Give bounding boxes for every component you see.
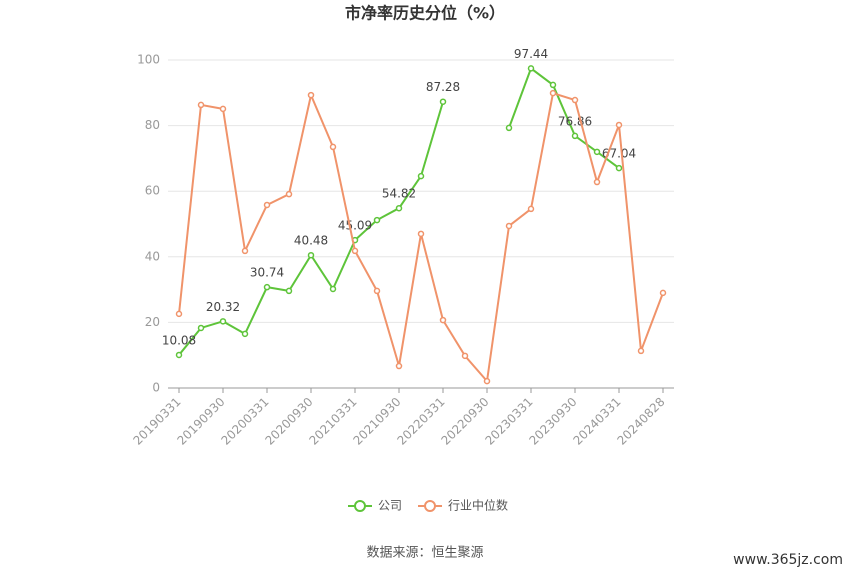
series-line — [178, 91, 664, 384]
legend-label: 行业中位数 — [448, 498, 508, 513]
data-label: 87.28 — [426, 80, 460, 94]
point — [197, 324, 205, 332]
point — [615, 164, 623, 172]
point — [219, 105, 227, 113]
x-tick-label: 20240828 — [615, 395, 668, 448]
point — [219, 318, 227, 325]
point — [461, 352, 469, 360]
point — [285, 287, 293, 295]
data-label: 76.86 — [558, 114, 592, 128]
y-tick-label: 40 — [145, 249, 160, 263]
data-label: 10.08 — [162, 333, 196, 347]
point — [527, 205, 535, 213]
point — [175, 351, 183, 359]
point — [241, 330, 249, 338]
point — [571, 96, 579, 104]
legend-marker — [354, 500, 366, 512]
point — [505, 124, 513, 132]
y-tick-label: 0 — [152, 381, 160, 395]
point — [615, 121, 623, 129]
legend-label: 公司 — [378, 499, 402, 513]
y-tick-label: 80 — [145, 118, 160, 132]
point — [307, 91, 315, 99]
point — [263, 201, 271, 209]
point — [307, 251, 315, 259]
point — [351, 247, 359, 255]
point — [439, 316, 447, 324]
data-label: 97.44 — [514, 47, 548, 61]
point — [549, 89, 557, 97]
data-label: 20.32 — [206, 300, 240, 314]
point — [439, 98, 447, 105]
y-tick-label: 100 — [137, 53, 160, 67]
data-label: 67.04 — [602, 147, 636, 161]
point — [549, 81, 557, 89]
point — [263, 283, 271, 291]
point — [637, 347, 645, 355]
point — [571, 132, 579, 140]
point — [483, 377, 491, 385]
watermark: www.365jz.com — [733, 552, 843, 568]
data-label: 45.09 — [338, 219, 372, 233]
point — [197, 101, 205, 109]
legend-marker — [424, 500, 437, 512]
point — [417, 172, 425, 180]
point — [593, 178, 601, 186]
data-label: 30.74 — [250, 266, 284, 280]
series-line — [178, 66, 620, 356]
point — [329, 285, 337, 293]
point — [659, 289, 667, 297]
point — [527, 65, 535, 72]
chart-title: 市净率历史分位（%） — [345, 4, 505, 23]
y-tick-label: 20 — [145, 315, 160, 329]
point — [175, 310, 183, 318]
data-label: 40.48 — [294, 234, 328, 248]
point — [373, 287, 381, 295]
point — [241, 247, 249, 255]
y-tick-label: 60 — [145, 184, 160, 198]
point — [395, 362, 403, 370]
point — [395, 204, 403, 212]
point — [329, 143, 337, 151]
point — [417, 230, 425, 238]
point — [285, 190, 293, 198]
point — [505, 222, 513, 230]
point — [593, 148, 601, 156]
source: 数据来源：恒生聚源 — [366, 546, 483, 561]
point — [373, 216, 381, 224]
data-label: 54.82 — [382, 187, 416, 201]
